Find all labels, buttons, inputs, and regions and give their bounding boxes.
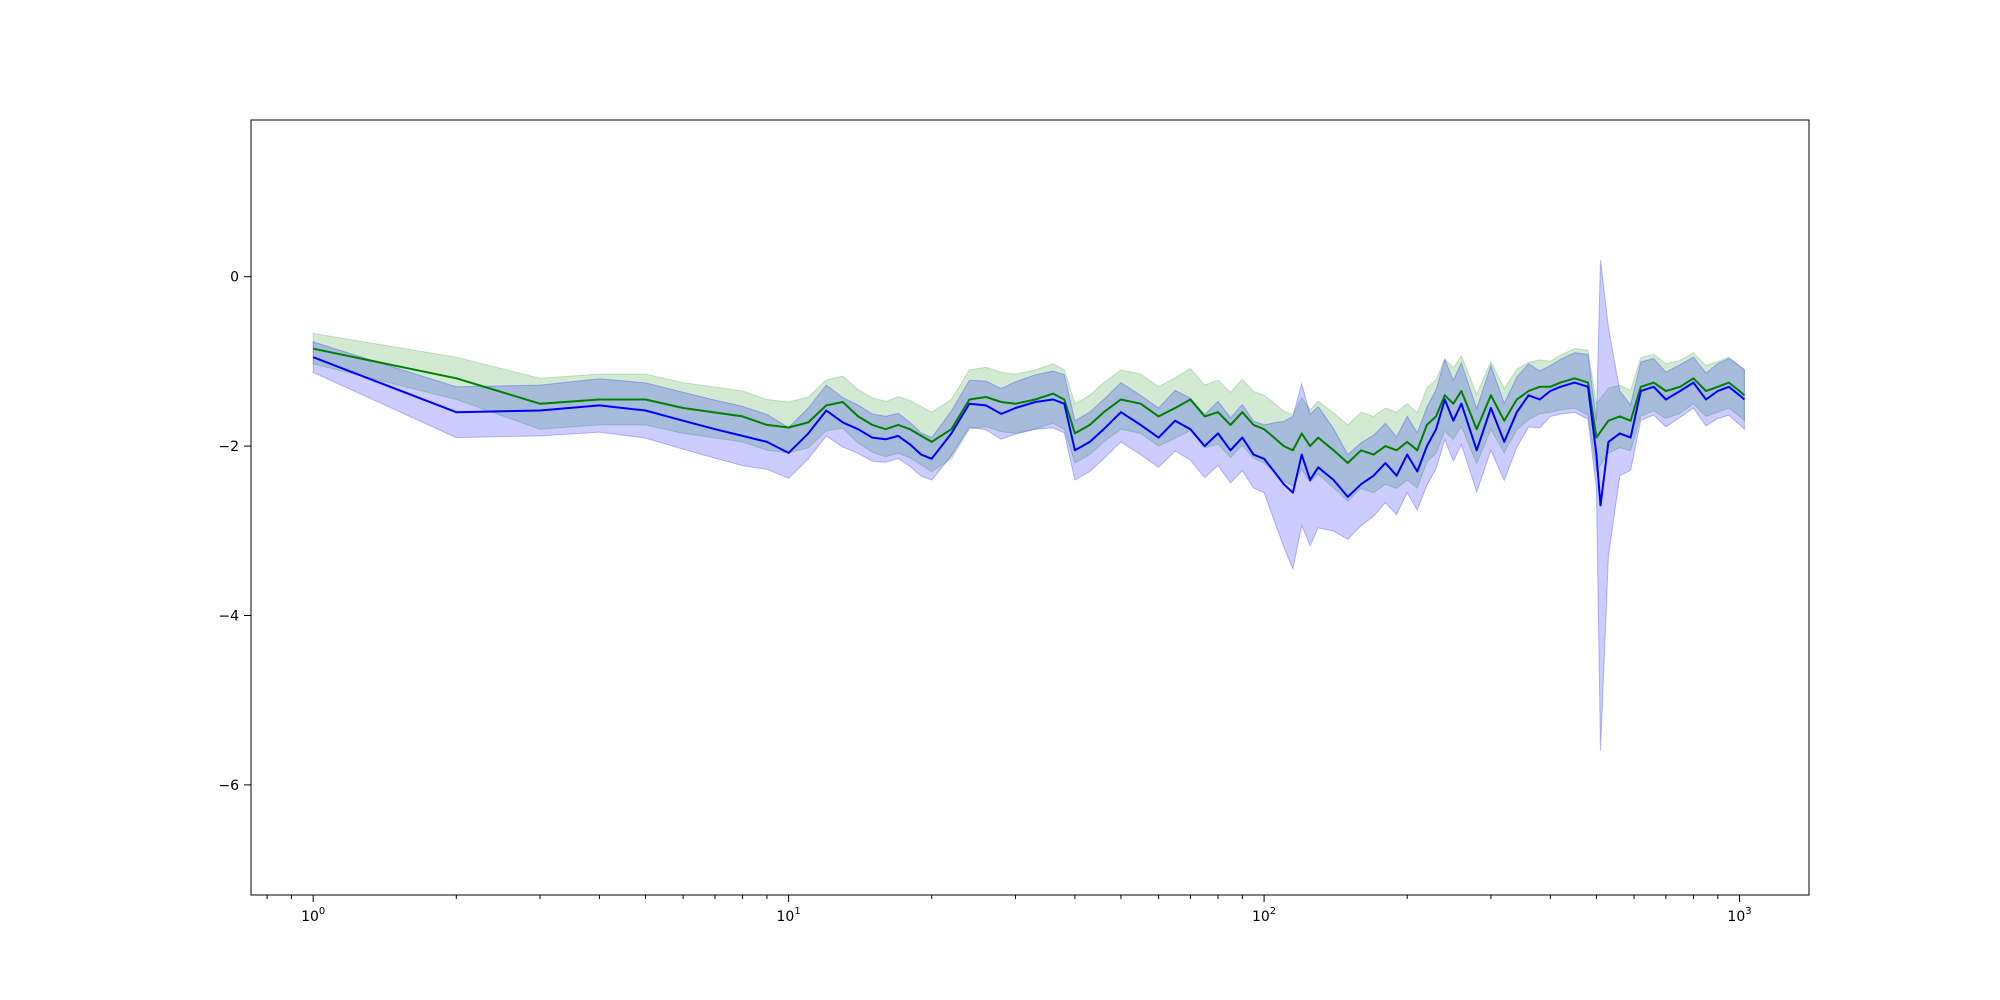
plot-area — [312, 259, 1746, 751]
series-1-line — [312, 347, 1746, 464]
axes-frame — [250, 119, 1810, 896]
x-tick-label: 101 — [777, 906, 801, 925]
series-1-band — [312, 332, 1745, 502]
y-axis: 0 −2 −4 −6 — [218, 270, 251, 794]
x-tick-label: 100 — [301, 906, 325, 925]
y-tick-label: −6 — [218, 778, 239, 794]
y-tick-label: −4 — [218, 608, 239, 624]
x-tick-label: 102 — [1252, 906, 1276, 925]
y-tick-label: −2 — [218, 439, 239, 455]
x-axis: 100 101 102 103 — [266, 895, 1752, 925]
series-2-band — [312, 259, 1745, 751]
x-tick-label: 103 — [1727, 906, 1751, 925]
y-tick-label: 0 — [230, 270, 239, 286]
series-2-line — [312, 356, 1746, 507]
